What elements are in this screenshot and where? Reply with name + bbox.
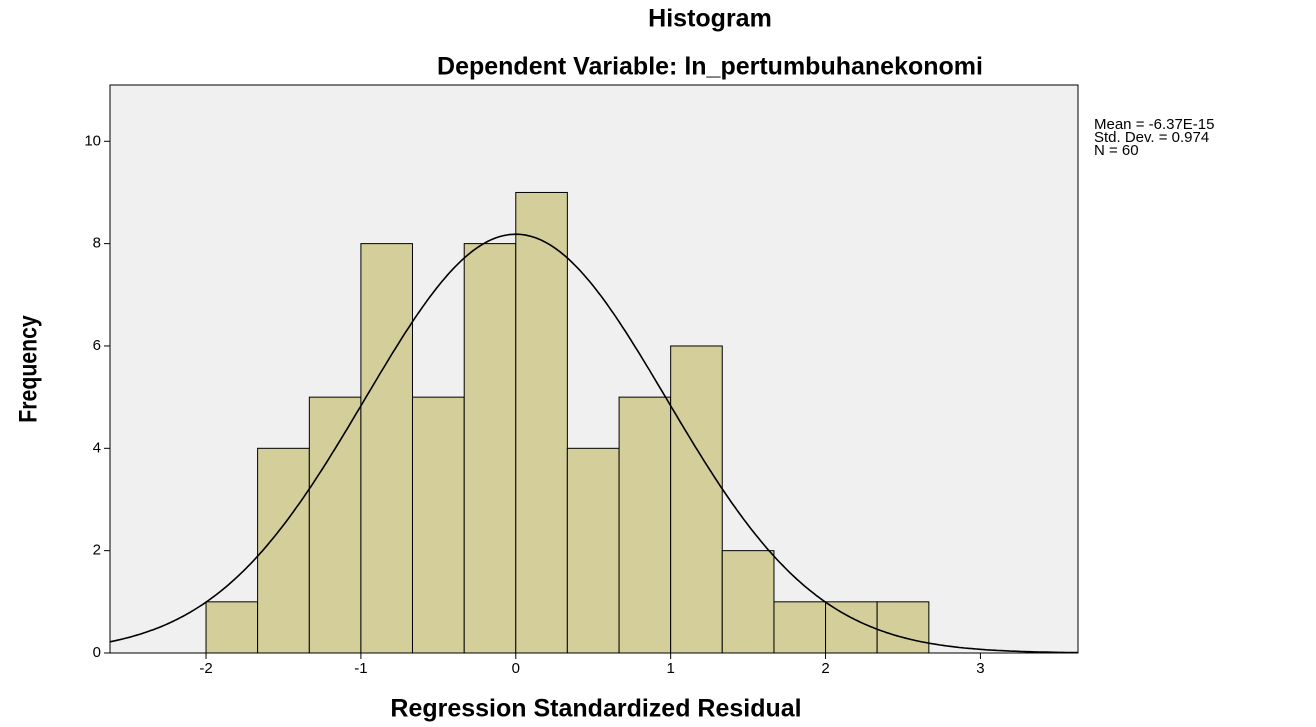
bar bbox=[360, 243, 413, 654]
stats-annotation: Std. Dev. = 0.974 bbox=[1094, 129, 1209, 146]
bar bbox=[515, 191, 568, 654]
bar bbox=[463, 243, 517, 654]
y-tick-label: 6 bbox=[93, 337, 101, 354]
y-tick-label: 0 bbox=[93, 644, 101, 661]
y-tick-label: 10 bbox=[84, 132, 101, 149]
bar bbox=[721, 550, 775, 654]
bar bbox=[566, 447, 620, 654]
normal-curve bbox=[109, 233, 1078, 654]
x-tick-label: 1 bbox=[666, 660, 674, 677]
bar bbox=[876, 601, 930, 654]
stats-annotation: Mean = -6.37E-15 bbox=[1094, 116, 1215, 133]
y-tick-label: 8 bbox=[93, 235, 101, 252]
x-tick-label: 3 bbox=[976, 660, 984, 677]
bar bbox=[618, 396, 672, 654]
bar bbox=[205, 601, 259, 654]
x-tick-label: 2 bbox=[821, 660, 829, 677]
y-tick-label: 4 bbox=[93, 439, 101, 456]
bar bbox=[773, 601, 827, 654]
bar bbox=[257, 447, 310, 654]
x-tick-label: -1 bbox=[354, 660, 367, 677]
y-axis-label: Frequency bbox=[14, 315, 42, 422]
bar bbox=[670, 345, 723, 654]
x-tick-label: 0 bbox=[512, 660, 520, 677]
chart-subtitle: Dependent Variable: ln_pertumbuhanekonom… bbox=[437, 53, 983, 81]
x-axis-label: Regression Standardized Residual bbox=[390, 695, 801, 723]
bar bbox=[411, 396, 465, 654]
x-tick-label: -2 bbox=[199, 660, 212, 677]
bar bbox=[308, 396, 362, 654]
y-tick-label: 2 bbox=[93, 542, 101, 559]
chart-title: Histogram bbox=[648, 5, 772, 33]
bar bbox=[825, 601, 878, 654]
stats-annotation: N = 60 bbox=[1094, 142, 1139, 159]
